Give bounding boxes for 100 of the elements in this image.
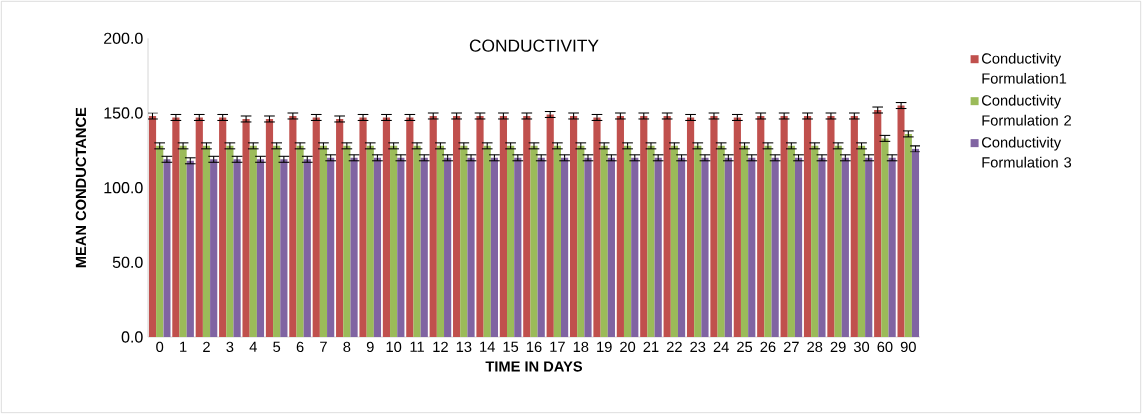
bar [857,145,866,337]
bar [186,160,194,337]
bar [834,145,842,337]
bar [280,159,288,337]
bar [460,145,468,337]
x-tick-label: 90 [900,341,916,353]
x-tick-label: 16 [526,341,542,353]
bar [764,145,772,337]
legend-label: Conductivity Formulation1 [982,52,1067,84]
bar [780,115,788,337]
bar [874,110,882,337]
bar [249,145,257,337]
bar [616,115,624,337]
bar [593,117,601,337]
x-tick-label: 0 [156,341,164,353]
bar [686,117,695,337]
bar [382,117,391,337]
bar [336,118,344,337]
bar [210,159,218,337]
x-tick-label: 5 [273,341,281,352]
bar [359,117,367,337]
bar [546,114,554,337]
y-tick-label: 0.0 [121,331,143,343]
bar [242,118,250,337]
bar [670,145,678,337]
x-axis-title: TIME IN DAYS [485,361,583,372]
bar [740,145,749,337]
bar [787,145,795,337]
x-tick-label: 30 [853,341,870,353]
bar [771,157,779,337]
bar [373,157,382,337]
bar [523,115,531,337]
bar [289,115,297,337]
bar [420,157,428,337]
bar [265,118,274,337]
x-tick-label: 18 [573,341,589,353]
bar [694,145,702,337]
x-tick-label: 25 [737,341,753,353]
bar [654,157,662,337]
bar [561,157,569,337]
bar [888,157,896,337]
bar [490,157,499,337]
bar [757,115,765,337]
bar [467,157,475,337]
y-tick-label: 50.0 [112,256,143,268]
x-tick-label: 6 [296,341,304,353]
x-tick-label: 60 [877,341,893,353]
bar [794,157,803,337]
bar [156,145,164,337]
bar [717,145,725,337]
bar [841,157,849,337]
bar [733,117,741,337]
x-tick-label: 20 [620,341,636,353]
bar [803,115,812,337]
bar [537,157,545,337]
bar [444,157,452,337]
x-tick-label: 22 [666,341,682,352]
bar [499,115,508,337]
x-tick-label: 23 [690,341,706,353]
x-tick-label: 19 [597,341,612,353]
bar [350,157,358,337]
bar [453,115,461,337]
bar [312,117,320,337]
legend-label: Conductivity Formulation 2 [982,94,1071,126]
y-tick-label: 100.0 [104,182,143,194]
bar [865,157,873,337]
x-tick-label: 17 [550,341,565,352]
x-tick-label: 12 [433,341,448,352]
bar [195,117,203,337]
bar [476,115,484,337]
bar [640,115,648,337]
bar [514,157,522,337]
bar [530,145,538,337]
bar [881,138,889,337]
bar [507,145,515,337]
bar [623,145,632,337]
bar [577,145,585,337]
bar [296,145,304,337]
legend-label: Conductivity Formulation 3 [982,136,1072,168]
bar [584,157,592,337]
bar [904,133,912,337]
bar [406,117,414,337]
bar [256,159,265,337]
bar [148,115,157,337]
bar [811,145,819,337]
bar [172,117,180,337]
bar [390,145,398,337]
bar [436,145,445,337]
x-tick-label: 26 [760,341,776,353]
bar [818,157,826,337]
bar [219,117,227,337]
bar [677,157,686,337]
x-tick-label: 11 [410,341,424,352]
x-tick-label: 4 [249,341,257,352]
x-tick-label: 3 [226,341,234,353]
chart-title: CONDUCTIVITY [469,39,599,52]
bar [710,115,718,337]
x-tick-label: 24 [713,341,729,352]
bar [483,145,491,337]
bar [413,145,421,337]
